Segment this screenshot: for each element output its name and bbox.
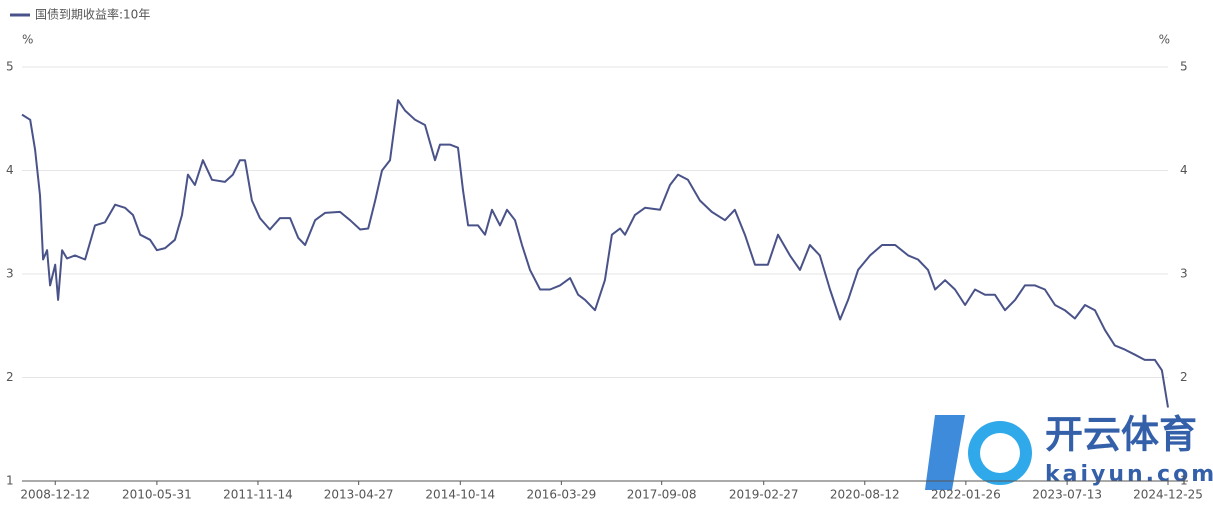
y2-unit: % [1159, 33, 1170, 47]
x-tick-label: 2013-04-27 [324, 488, 394, 502]
y2-tick-label: 4 [1180, 163, 1188, 177]
y2-tick-label: 3 [1180, 267, 1188, 281]
x-tick-label: 2024-12-25 [1133, 488, 1203, 502]
y-tick-label: 5 [6, 60, 14, 74]
x-tick-label: 2020-08-12 [830, 488, 900, 502]
x-tick-label: 2023-07-13 [1032, 488, 1102, 502]
watermark: 开云体育 kaiyun.com [925, 413, 1213, 490]
y-tick-label: 3 [6, 267, 14, 281]
watermark-logo [925, 415, 965, 490]
x-tick-label: 2017-09-08 [627, 488, 697, 502]
x-tick-label: 2019-02-27 [729, 488, 799, 502]
watermark-subtitle: kaiyun.com [1045, 462, 1213, 487]
y2-tick-label: 2 [1180, 370, 1188, 384]
y-tick-label: 2 [6, 370, 14, 384]
legend-label: 国债到期收益率:10年 [35, 7, 150, 22]
x-tick-label: 2011-11-14 [223, 488, 293, 502]
y-tick-label: 1 [6, 474, 14, 488]
x-tick-label: 2022-01-26 [931, 488, 1001, 502]
y2-tick-label: 5 [1180, 60, 1188, 74]
x-tick-label: 2008-12-12 [20, 488, 90, 502]
y-unit: % [22, 33, 33, 47]
watermark-logo [980, 433, 1020, 473]
series-line [21, 99, 1169, 408]
x-tick-label: 2014-10-14 [425, 488, 495, 502]
watermark-title: 开云体育 [1045, 413, 1197, 457]
x-tick-label: 2016-03-29 [526, 488, 596, 502]
x-tick-label: 2010-05-31 [122, 488, 192, 502]
y-tick-label: 4 [6, 163, 14, 177]
